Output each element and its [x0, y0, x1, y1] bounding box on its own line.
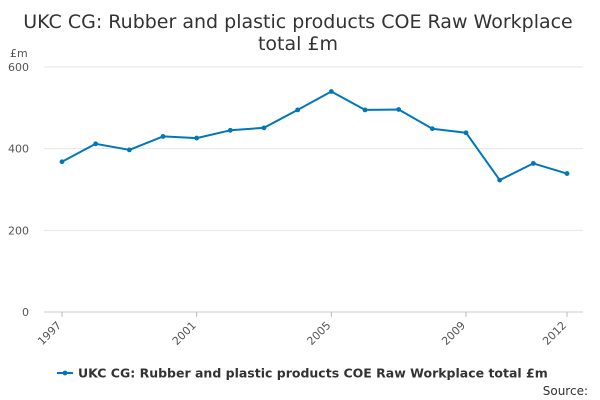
data-point — [261, 125, 267, 131]
data-point — [194, 135, 200, 141]
y-tick-label: 0 — [22, 306, 29, 319]
source-label: Source: — [543, 384, 588, 398]
data-point — [59, 159, 65, 165]
data-point — [396, 107, 402, 112]
y-tick-label: 600 — [8, 61, 29, 74]
legend-label: UKC CG: Rubber and plastic products COE … — [78, 366, 548, 381]
x-tick-label: 2012 — [540, 319, 569, 348]
data-point — [362, 107, 368, 113]
data-point — [93, 141, 99, 147]
x-axis: 1997 2001 2005 2009 2012 — [35, 312, 569, 348]
data-series — [59, 89, 570, 183]
y-axis-ticks: 0 200 400 600 — [8, 61, 29, 319]
gridlines — [44, 66, 583, 313]
data-point — [564, 171, 570, 176]
data-point — [295, 107, 301, 113]
legend[interactable]: UKC CG: Rubber and plastic products COE … — [57, 366, 548, 381]
x-tick-label: 2005 — [304, 319, 333, 348]
y-tick-label: 200 — [8, 224, 29, 237]
chart-title-line-2: total £m — [258, 33, 338, 55]
x-tick-label: 2009 — [439, 319, 468, 348]
data-point — [530, 160, 536, 166]
data-point — [126, 147, 132, 153]
series-line — [61, 90, 568, 182]
data-point — [463, 130, 469, 136]
data-point — [160, 134, 166, 139]
chart-title-line-1: UKC CG: Rubber and plastic products COE … — [23, 11, 573, 33]
x-tick-label: 1997 — [35, 319, 64, 348]
y-tick-label: 400 — [8, 143, 29, 156]
data-point — [328, 89, 334, 94]
legend-marker-icon — [62, 370, 68, 376]
x-tick-label: 2001 — [170, 319, 199, 348]
data-point — [497, 177, 503, 183]
data-point — [429, 126, 435, 132]
y-axis-unit-label: £m — [10, 47, 28, 60]
data-point — [227, 127, 233, 133]
